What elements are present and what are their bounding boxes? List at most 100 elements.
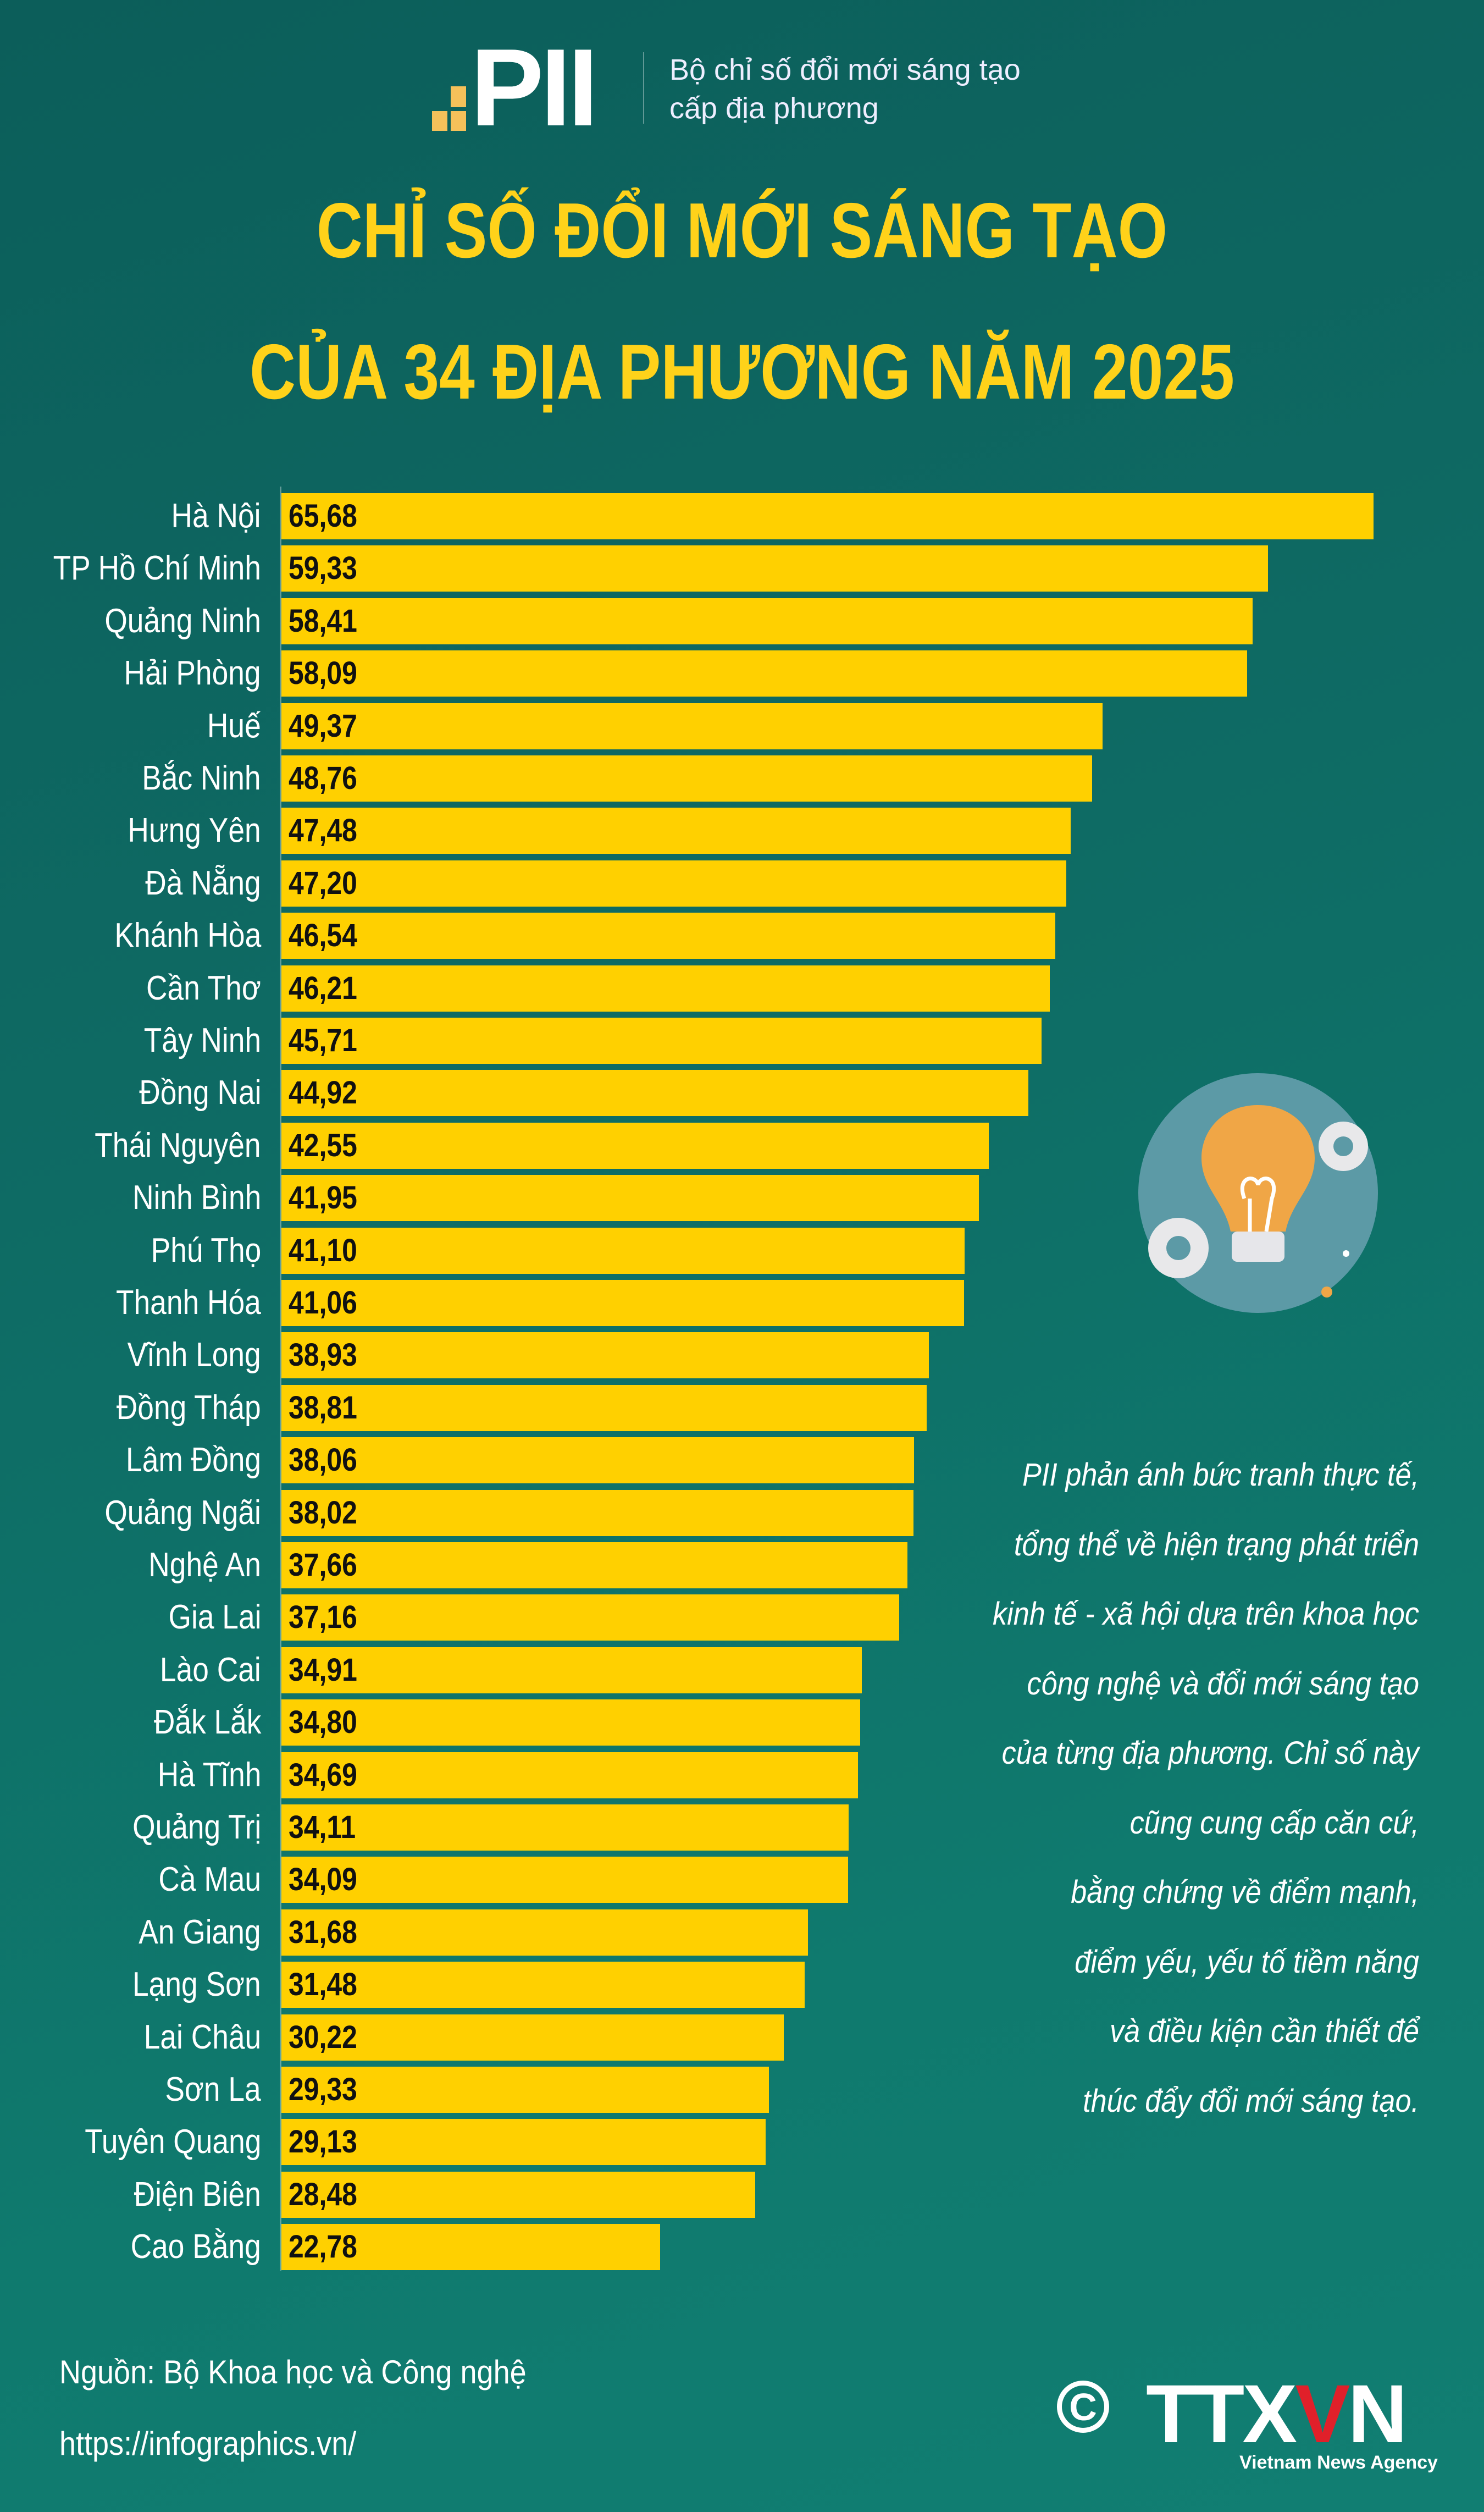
- bar: [281, 2067, 769, 2113]
- bar: [281, 2171, 755, 2218]
- pii-logo: PII: [432, 33, 613, 143]
- category-label: Lâm Đồng: [125, 1441, 261, 1479]
- bar: [281, 1175, 979, 1222]
- category-label: Cần Thơ: [146, 969, 261, 1007]
- value-label: 58,41: [289, 603, 357, 639]
- bar: [281, 2014, 784, 2061]
- category-label: Lai Châu: [143, 2018, 261, 2056]
- value-label: 28,48: [289, 2176, 357, 2212]
- value-label: 46,21: [289, 970, 357, 1006]
- agency-name: Vietnam News Agency: [1239, 2452, 1438, 2473]
- logo-square: [451, 111, 466, 131]
- category-label: Lào Cai: [160, 1650, 261, 1689]
- value-label: 37,16: [289, 1599, 357, 1636]
- value-label: 34,80: [289, 1704, 357, 1741]
- bar: [281, 1437, 915, 1484]
- note-line: và điều kiện cần thiết để: [1110, 2013, 1419, 2049]
- value-label: 47,48: [289, 813, 357, 849]
- page-title-line2: CỦA 34 ĐỊA PHƯƠNG NĂM 2025: [250, 328, 1234, 416]
- value-label: 22,78: [289, 2229, 357, 2265]
- note-line: thúc đẩy đổi mới sáng tạo.: [1083, 2083, 1419, 2119]
- value-label: 30,22: [289, 2019, 357, 2055]
- value-label: 46,54: [289, 918, 357, 954]
- value-label: 44,92: [289, 1075, 357, 1111]
- source-text: Nguồn: Bộ Khoa học và Công nghệ: [59, 2354, 527, 2390]
- value-label: 38,81: [289, 1389, 357, 1426]
- bar: [281, 1804, 849, 1851]
- value-label: 34,09: [289, 1862, 357, 1898]
- category-label: Đồng Tháp: [117, 1388, 261, 1427]
- category-label: Gia Lai: [168, 1598, 261, 1637]
- note-line: kinh tế - xã hội dựa trên khoa học: [993, 1596, 1419, 1632]
- note-line: bằng chứng về điểm mạnh,: [1071, 1874, 1419, 1910]
- category-label: Hà Tĩnh: [157, 1755, 261, 1794]
- logo-square: [451, 86, 466, 107]
- bar: [281, 650, 1248, 697]
- value-label: 38,93: [289, 1337, 357, 1373]
- category-label: Điện Biên: [134, 2175, 261, 2213]
- value-label: 29,33: [289, 2072, 357, 2107]
- logo-square: [432, 111, 447, 131]
- category-label: Lạng Sơn: [132, 1966, 261, 2004]
- category-label: Vĩnh Long: [127, 1336, 261, 1374]
- note-line: cũng cung cấp căn cứ,: [1129, 1804, 1419, 1841]
- bar: [281, 808, 1071, 854]
- page-title-line1: CHỈ SỐ ĐỔI MỚI SÁNG TẠO: [316, 187, 1168, 274]
- bar: [281, 1699, 860, 1746]
- bar: [281, 913, 1055, 959]
- value-label: 41,10: [289, 1232, 357, 1268]
- bar: [281, 1542, 908, 1588]
- value-label: 41,95: [289, 1180, 357, 1216]
- bar: [281, 703, 1103, 749]
- value-label: 34,69: [289, 1757, 357, 1793]
- note-line: công nghệ và đổi mới sáng tạo: [1027, 1665, 1419, 1702]
- value-label: 45,71: [289, 1023, 357, 1058]
- category-label: Quảng Ninh: [104, 601, 261, 640]
- category-label: Hưng Yên: [128, 811, 261, 850]
- bar: [281, 1594, 900, 1641]
- bar: [281, 1909, 809, 1956]
- bar: [281, 755, 1093, 802]
- category-label: Cà Mau: [158, 1860, 261, 1899]
- logo-caption: Bộ chỉ số đổi mới sáng tạo cấp địa phươn…: [669, 51, 1021, 128]
- bar: [281, 2224, 661, 2271]
- value-label: 59,33: [289, 550, 357, 587]
- category-label: Khánh Hòa: [114, 917, 261, 955]
- bar: [281, 1122, 989, 1169]
- category-label: Cao Bằng: [130, 2228, 261, 2266]
- bar: [281, 1962, 805, 2008]
- value-label: 34,91: [289, 1652, 357, 1688]
- category-label: Đắk Lắk: [153, 1703, 261, 1742]
- copyright-icon: C: [1057, 2381, 1109, 2433]
- category-label: Đà Nẵng: [145, 864, 261, 902]
- bar: [281, 1647, 862, 1693]
- note-line: PII phản ánh bức tranh thực tế,: [1022, 1457, 1419, 1493]
- value-label: 41,06: [289, 1285, 357, 1321]
- logo-divider: [643, 52, 644, 124]
- note-line: của từng địa phương. Chỉ số này: [1001, 1735, 1419, 1771]
- value-label: 48,76: [289, 760, 357, 796]
- category-label: An Giang: [139, 1913, 261, 1951]
- category-label: Hà Nội: [171, 497, 261, 535]
- bar: [281, 1018, 1042, 1064]
- category-label: Tây Ninh: [143, 1022, 261, 1059]
- bar: [281, 1070, 1028, 1117]
- value-label: 29,13: [289, 2124, 357, 2160]
- bar: [281, 545, 1268, 592]
- bar: [281, 860, 1066, 907]
- category-label: Tuyên Quang: [84, 2123, 261, 2161]
- lightbulb-gears-icon: [1138, 1073, 1378, 1313]
- category-label: Quảng Trị: [132, 1808, 261, 1846]
- bar: [281, 1280, 965, 1326]
- logo-caption-line: Bộ chỉ số đổi mới sáng tạo: [669, 53, 1021, 86]
- category-label: Hải Phòng: [124, 654, 261, 693]
- source-url[interactable]: https://infographics.vn/: [59, 2425, 357, 2462]
- description-note: PII phản ánh bức tranh thực tế, tổng thể …: [974, 1440, 1419, 2136]
- category-label: Bắc Ninh: [142, 759, 261, 797]
- bar: [281, 1857, 849, 1903]
- category-label: TP Hồ Chí Minh: [53, 549, 261, 588]
- category-label: Nghệ An: [148, 1546, 261, 1584]
- category-label: Huế: [207, 706, 261, 745]
- logo-caption-line: cấp địa phương: [669, 92, 879, 125]
- value-label: 38,02: [289, 1494, 357, 1531]
